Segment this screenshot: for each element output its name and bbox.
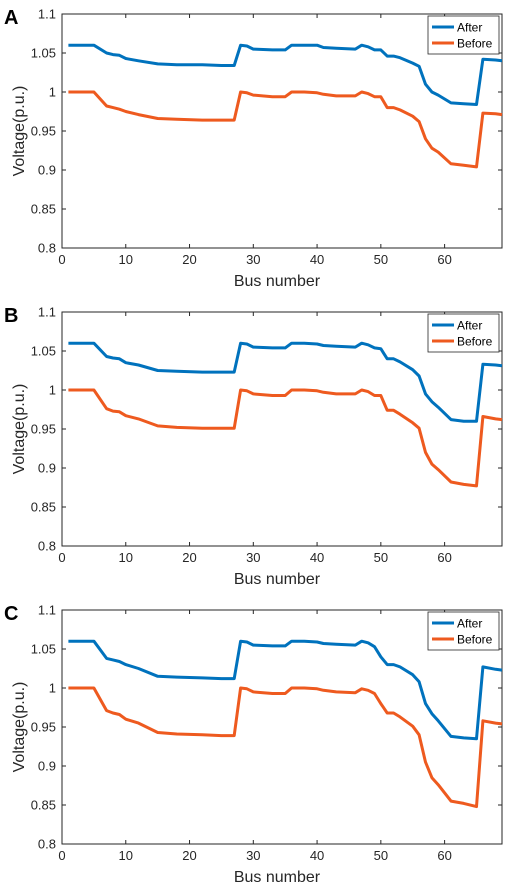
y-tick-label: 0.95 (31, 124, 56, 139)
x-tick-label: 30 (246, 252, 260, 267)
x-tick-label: 60 (437, 848, 451, 863)
panel-b: B 0 10 20 30 40 50 60 0.8 0.85 0.9 0.95 1 1.05 1.1 Bus … (0, 298, 505, 596)
x-tick-label: 60 (437, 550, 451, 565)
x-tick-label: 50 (374, 848, 388, 863)
y-tick-label: 0.8 (38, 241, 56, 256)
legend-label-after: After (457, 617, 482, 631)
y-tick-label: 0.85 (31, 202, 56, 217)
x-axis-title: Bus number (234, 273, 321, 290)
x-tick-label: 40 (310, 252, 324, 267)
series-line-after (68, 43, 503, 106)
x-tick-label: 30 (246, 848, 260, 863)
y-tick-label: 0.9 (38, 461, 56, 476)
legend: After Before (427, 15, 500, 55)
y-tick-label: 1.1 (38, 7, 56, 22)
y-tick-label: 0.85 (31, 500, 56, 515)
legend-label-before: Before (457, 633, 493, 647)
legend: After Before (427, 313, 500, 353)
panel-letter: A (4, 7, 18, 29)
x-tick-label: 10 (119, 848, 133, 863)
x-tick-label: 20 (182, 252, 196, 267)
legend-label-before: Before (457, 37, 493, 51)
y-tick-label: 0.9 (38, 759, 56, 774)
series-line-before (68, 686, 503, 809)
x-tick-label: 50 (374, 550, 388, 565)
x-tick-label: 10 (119, 252, 133, 267)
panel-c: C 0 10 20 30 40 50 60 0.8 0.85 0.9 0.95 1 1.05 1.1 Bus … (0, 596, 505, 894)
x-tick-label: 50 (374, 252, 388, 267)
y-tick-label: 0.9 (38, 163, 56, 178)
chart-c: C 0 10 20 30 40 50 60 0.8 0.85 0.9 0.95 1 1.05 1.1 Bus … (4, 603, 503, 886)
y-tick-label: 0.95 (31, 422, 56, 437)
x-tick-label: 10 (119, 550, 133, 565)
y-tick-label: 1.05 (31, 344, 56, 359)
x-tick-label: 60 (437, 252, 451, 267)
legend-box (427, 313, 500, 353)
y-tick-label: 1 (49, 85, 56, 100)
x-tick-label: 0 (58, 550, 65, 565)
x-tick-label: 0 (58, 252, 65, 267)
panel-letter: B (4, 305, 18, 327)
y-tick-label: 1.1 (38, 305, 56, 320)
y-axis-title: Voltage(p.u.) (11, 86, 28, 177)
y-tick-label: 1 (49, 383, 56, 398)
y-axis-title: Voltage(p.u.) (11, 384, 28, 475)
x-tick-label: 20 (182, 848, 196, 863)
series-line-before (68, 388, 503, 488)
x-tick-label: 30 (246, 550, 260, 565)
panel-letter: C (4, 603, 18, 625)
x-tick-label: 20 (182, 550, 196, 565)
y-axis-title: Voltage(p.u.) (11, 682, 28, 773)
y-tick-label: 1.05 (31, 642, 56, 657)
series-line-after (68, 341, 503, 423)
legend-label-before: Before (457, 335, 493, 349)
y-tick-label: 1.1 (38, 603, 56, 618)
y-tick-label: 0.85 (31, 798, 56, 813)
x-tick-label: 40 (310, 848, 324, 863)
legend-box (427, 15, 500, 55)
y-tick-label: 0.8 (38, 837, 56, 852)
series-line-before (68, 90, 503, 169)
x-axis-title: Bus number (234, 571, 321, 588)
x-tick-label: 0 (58, 848, 65, 863)
x-axis-title: Bus number (234, 869, 321, 886)
chart-a: A 0 10 20 30 40 50 60 0.8 0.85 0.9 0.95 1 1.05 1.1 Bus … (4, 7, 503, 290)
legend-box (427, 611, 500, 651)
y-tick-label: 1.05 (31, 46, 56, 61)
y-tick-label: 0.8 (38, 539, 56, 554)
legend: After Before (427, 611, 500, 651)
legend-label-after: After (457, 319, 482, 333)
legend-label-after: After (457, 21, 482, 35)
series-line-after (68, 639, 503, 741)
panel-a: A 0 10 20 30 40 50 60 0.8 0.85 0.9 0.95 1 1.05 1.1 Bus … (0, 0, 505, 298)
y-tick-label: 1 (49, 681, 56, 696)
x-tick-label: 40 (310, 550, 324, 565)
chart-b: B 0 10 20 30 40 50 60 0.8 0.85 0.9 0.95 1 1.05 1.1 Bus … (4, 305, 503, 588)
y-tick-label: 0.95 (31, 720, 56, 735)
